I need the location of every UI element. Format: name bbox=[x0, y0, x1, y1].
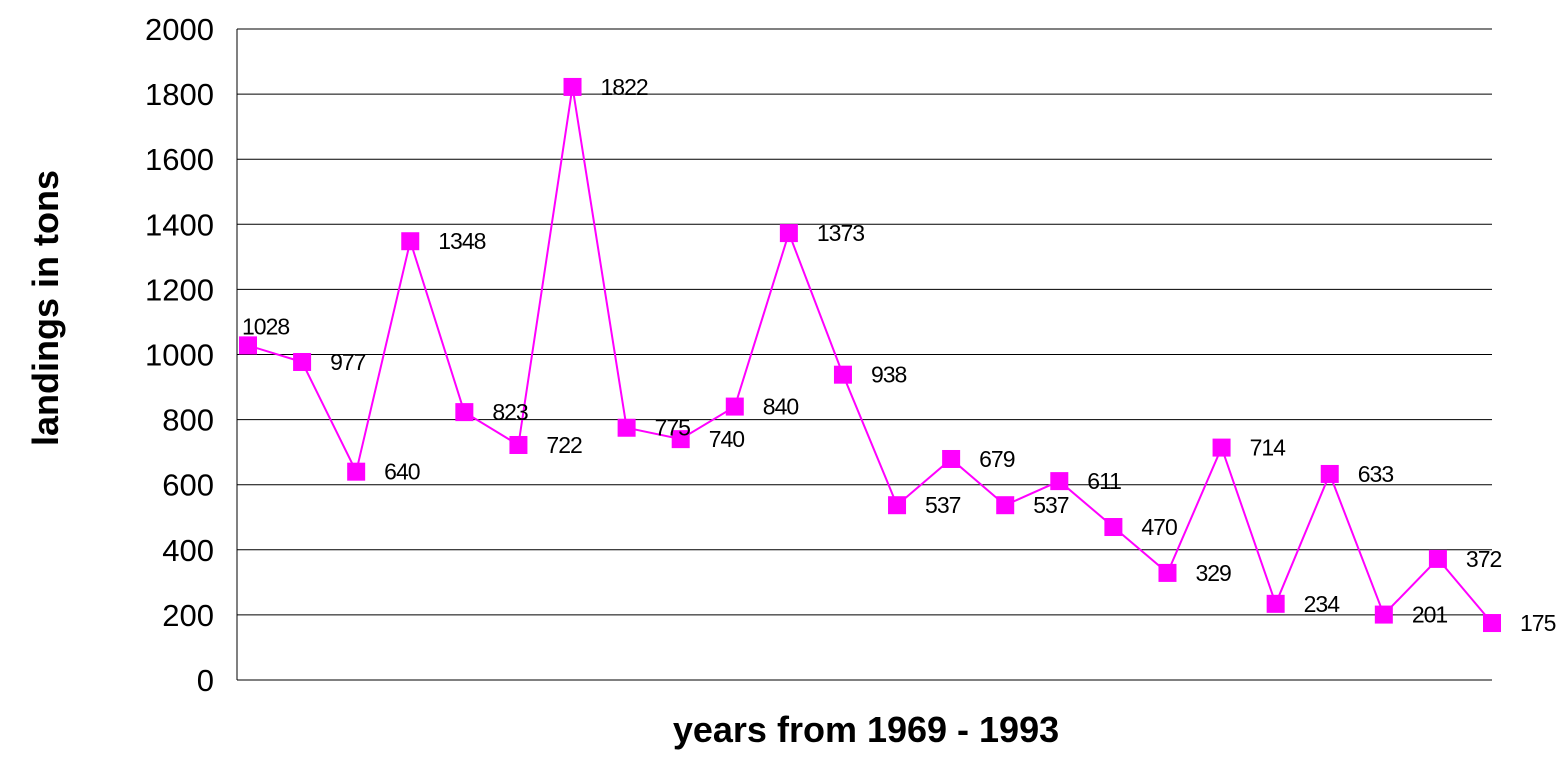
data-label: 234 bbox=[1304, 591, 1341, 617]
data-label: 1822 bbox=[601, 74, 648, 100]
data-point bbox=[563, 77, 582, 96]
data-point bbox=[725, 397, 744, 416]
data-label: 470 bbox=[1141, 514, 1177, 540]
data-label: 611 bbox=[1087, 468, 1121, 494]
y-axis-title: landings in tons bbox=[25, 170, 66, 446]
data-label: 640 bbox=[384, 459, 420, 485]
data-label: 1028 bbox=[242, 313, 289, 339]
data-point bbox=[1266, 594, 1285, 613]
x-axis-title: years from 1969 - 1993 bbox=[673, 709, 1059, 750]
y-tick-label: 1200 bbox=[145, 272, 214, 307]
data-point bbox=[996, 496, 1015, 515]
data-point bbox=[1104, 518, 1123, 537]
data-point bbox=[779, 224, 798, 243]
data-label: 740 bbox=[709, 426, 745, 452]
data-label: 823 bbox=[492, 399, 528, 425]
y-tick-label: 400 bbox=[162, 533, 214, 568]
data-point bbox=[1428, 549, 1447, 568]
data-point bbox=[1374, 605, 1393, 624]
data-point bbox=[401, 232, 420, 251]
y-tick-label: 200 bbox=[162, 598, 214, 633]
data-point bbox=[1320, 464, 1339, 483]
y-tick-label: 2000 bbox=[145, 12, 214, 47]
data-point bbox=[509, 435, 528, 454]
data-label: 679 bbox=[979, 446, 1015, 472]
data-point bbox=[455, 403, 474, 422]
series-line bbox=[247, 86, 1493, 624]
data-label: 840 bbox=[763, 394, 799, 420]
y-tick-label: 0 bbox=[197, 663, 214, 698]
y-tick-labels: 0 200 400 600 800 1000 1200 1400 1600 1800 2000 bbox=[145, 12, 214, 698]
data-label: 633 bbox=[1358, 461, 1394, 487]
data-label: 537 bbox=[1033, 492, 1069, 518]
data-point bbox=[347, 462, 366, 481]
y-tick-label: 600 bbox=[162, 468, 214, 503]
data-label: 372 bbox=[1466, 546, 1502, 572]
data-label: 175 bbox=[1520, 610, 1556, 636]
data-point bbox=[671, 430, 690, 449]
data-point bbox=[888, 496, 907, 515]
data-point bbox=[293, 352, 312, 371]
data-label: 722 bbox=[546, 432, 582, 458]
data-labels: 1028 977 640 1348 823 722 1822 775 740 840 1373 938… bbox=[242, 74, 1557, 636]
data-point bbox=[942, 449, 961, 468]
data-point bbox=[617, 418, 636, 437]
y-tick-label: 1800 bbox=[145, 77, 214, 112]
data-label: 201 bbox=[1412, 602, 1448, 628]
data-label: 329 bbox=[1195, 560, 1231, 586]
data-label: 537 bbox=[925, 492, 961, 518]
data-point bbox=[1483, 614, 1501, 633]
data-label: 1348 bbox=[438, 228, 485, 254]
data-label: 714 bbox=[1250, 435, 1287, 461]
y-tick-label: 1000 bbox=[145, 338, 214, 373]
y-tick-label: 1600 bbox=[145, 142, 214, 177]
data-point bbox=[1158, 563, 1177, 582]
series-1 bbox=[239, 77, 1501, 633]
data-point bbox=[1212, 438, 1231, 457]
data-label: 1373 bbox=[817, 220, 864, 246]
y-tick-label: 1400 bbox=[145, 207, 214, 242]
y-tick-label: 800 bbox=[162, 403, 214, 438]
data-point bbox=[1050, 472, 1069, 491]
data-label: 977 bbox=[330, 349, 366, 375]
data-label: 938 bbox=[871, 362, 907, 388]
data-point bbox=[833, 365, 852, 384]
gridlines bbox=[237, 28, 1492, 681]
data-point bbox=[239, 336, 257, 355]
data-label: 775 bbox=[655, 415, 691, 441]
